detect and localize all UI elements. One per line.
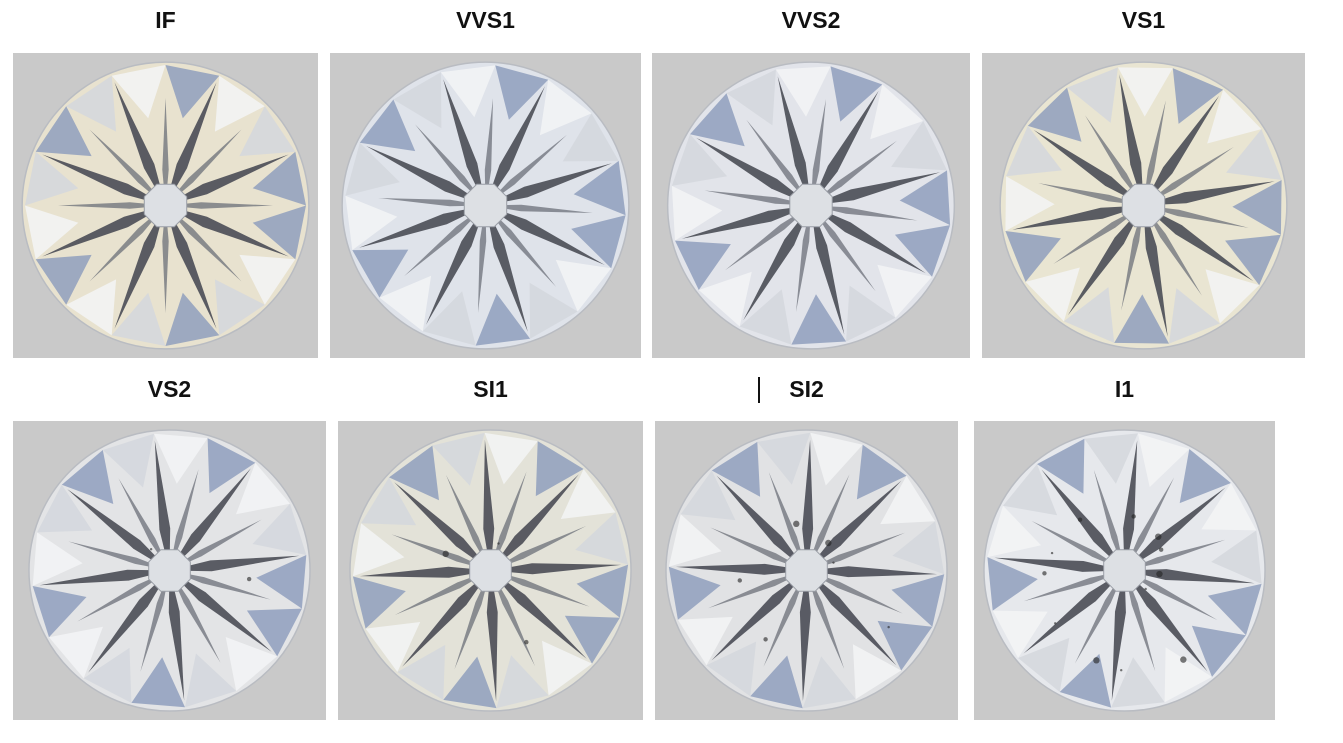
diamond-illustration (341, 61, 630, 350)
grade-label-if: IF (155, 7, 176, 33)
grade-label-si1: SI1 (473, 376, 508, 402)
diamond-photo-if (13, 53, 318, 358)
diamond-photo-si2 (655, 421, 958, 720)
diamond-illustration (666, 61, 956, 350)
diamond-photo-vvs1 (330, 53, 641, 358)
grade-label-vvs1: VVS1 (456, 7, 515, 33)
diamond-photo-vs2 (13, 421, 326, 720)
diamond-photo-vs1 (982, 53, 1305, 358)
diamond-illustration (999, 61, 1288, 350)
grade-label-vs1: VS1 (1121, 7, 1166, 33)
diamond-illustration (665, 429, 948, 712)
diamond-photo-vvs2 (652, 53, 970, 358)
diamond-illustration (28, 429, 311, 712)
grade-label-si2: SI2 (789, 376, 824, 402)
diamond-photo-si1 (338, 421, 643, 720)
grade-label-vs2: VS2 (147, 376, 192, 402)
diamond-photo-i1 (974, 421, 1275, 720)
diamond-illustration (983, 429, 1266, 712)
diamond-illustration (349, 429, 632, 712)
grade-label-i1: I1 (1114, 376, 1135, 402)
diamond-illustration (21, 61, 310, 350)
grade-label-vvs2: VVS2 (781, 7, 841, 33)
label-divider-mark (758, 377, 760, 403)
